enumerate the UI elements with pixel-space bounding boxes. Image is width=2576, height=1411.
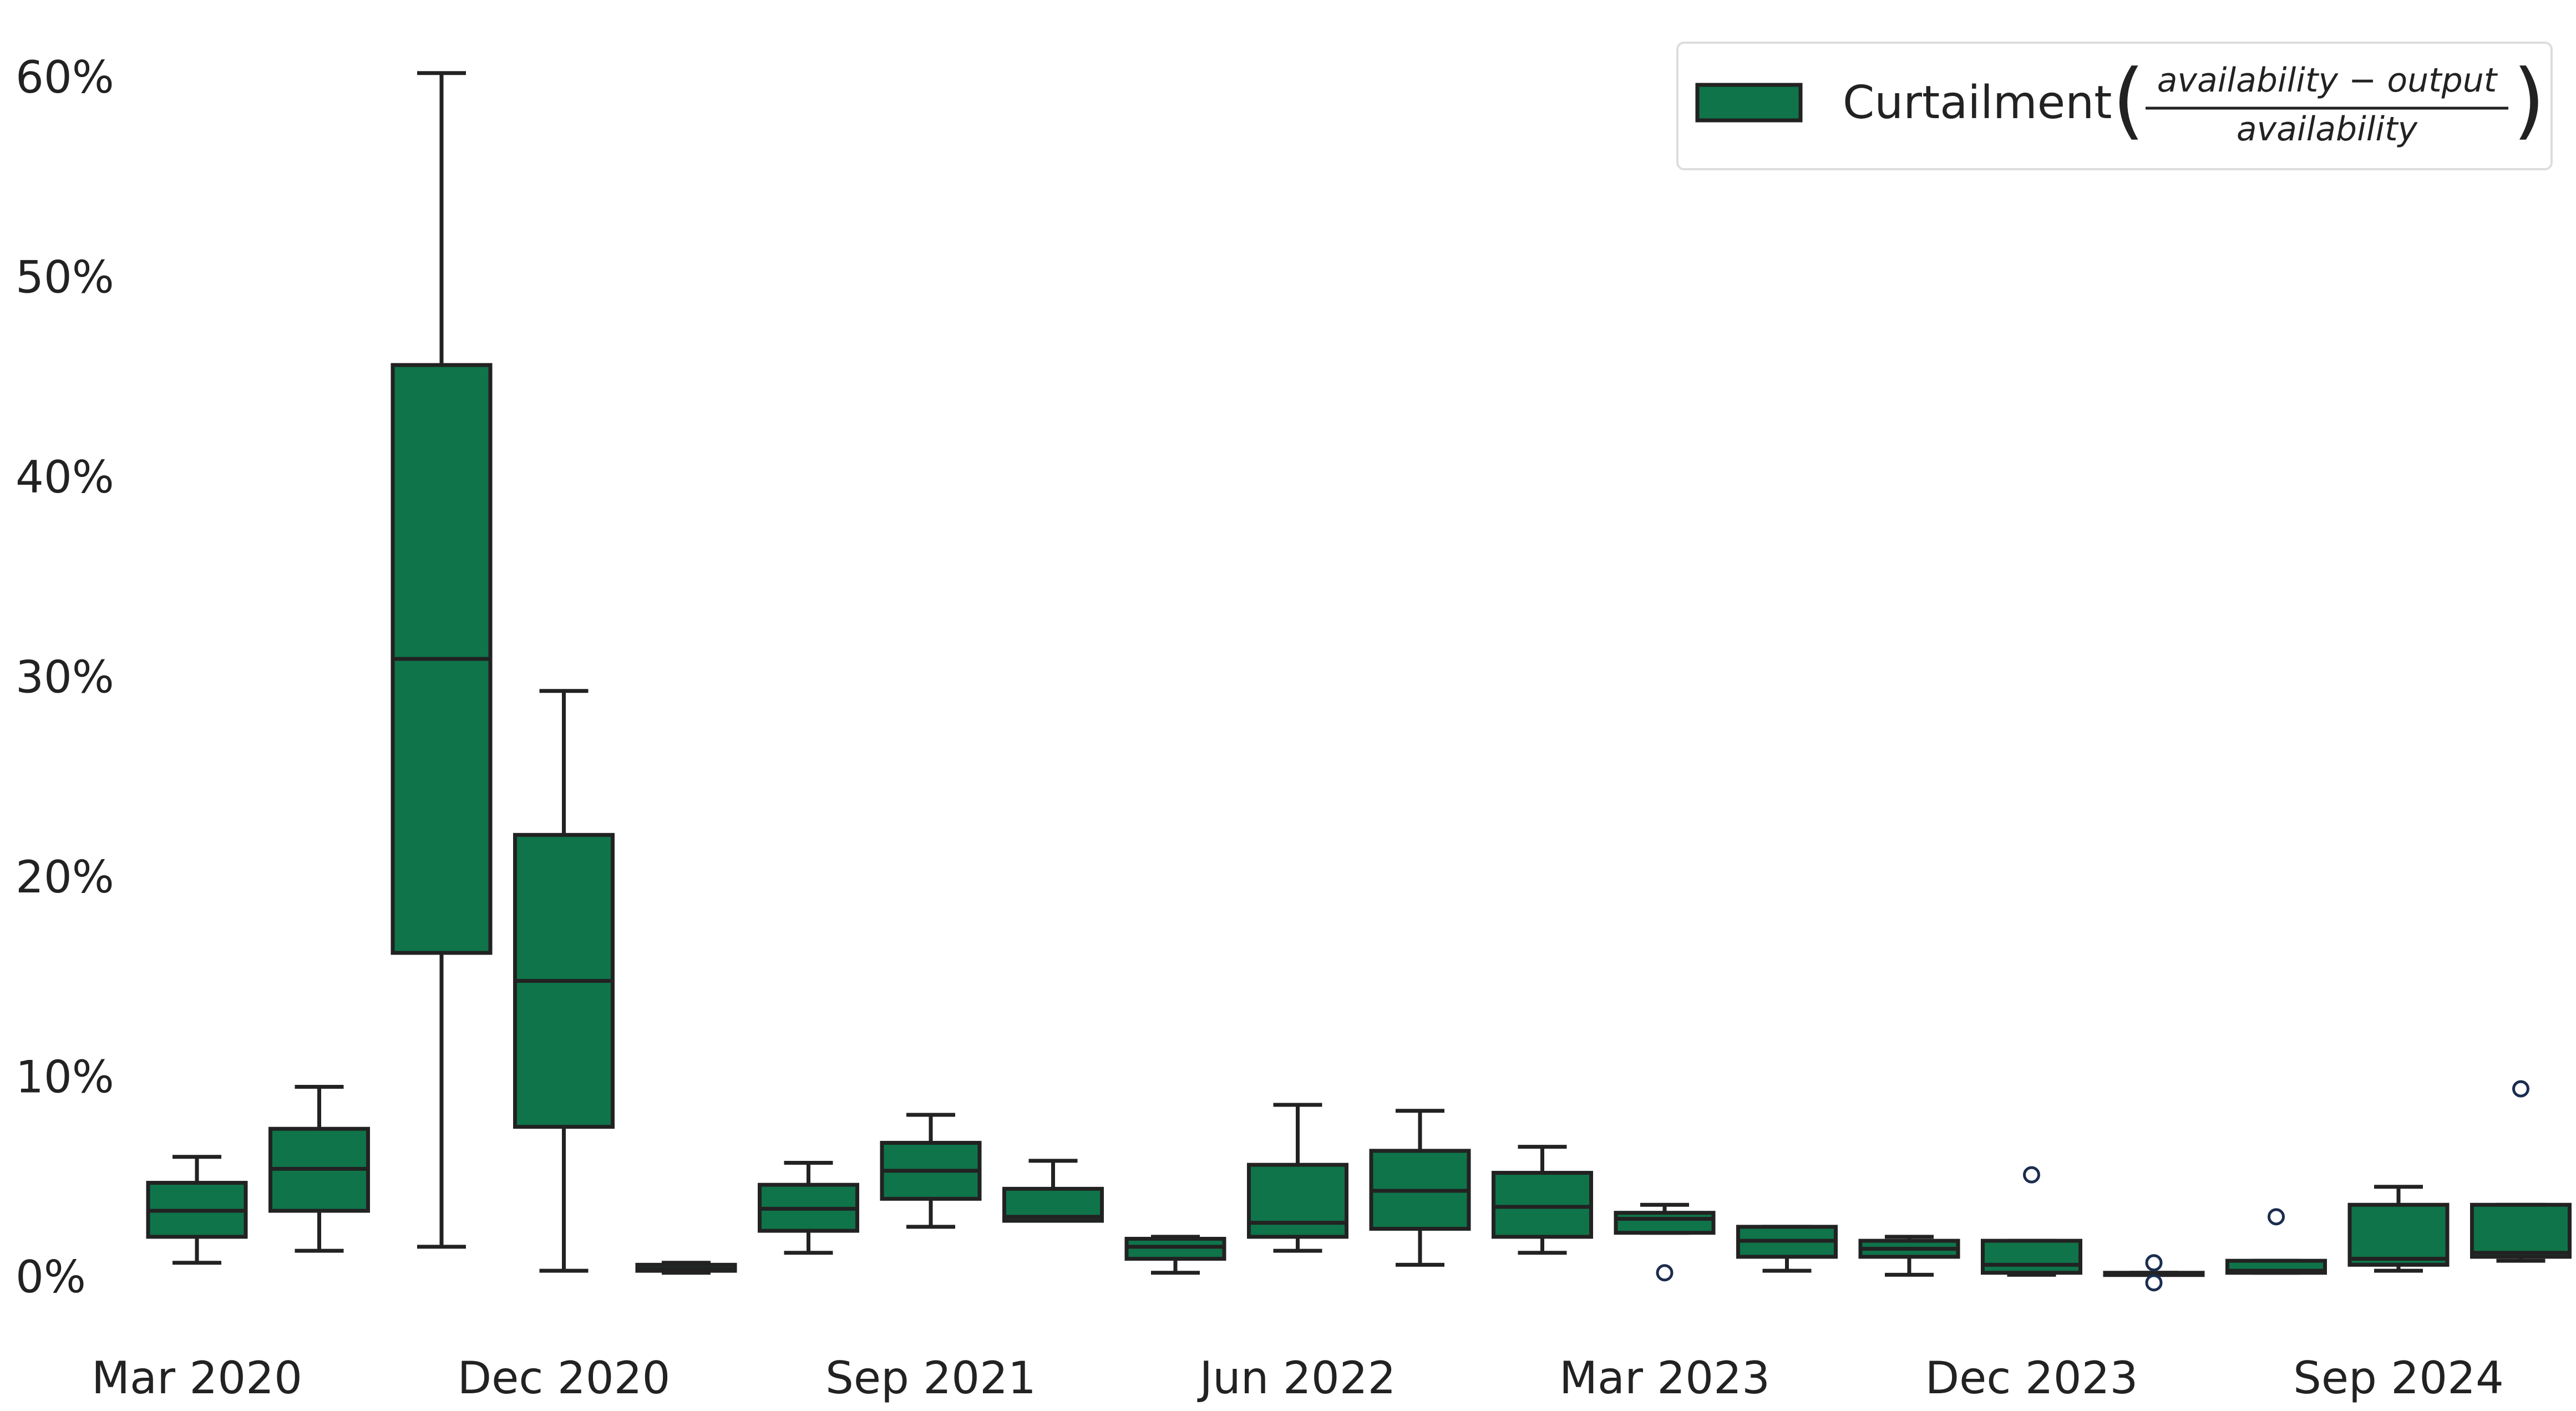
box-6 bbox=[880, 1113, 982, 1229]
legend-right-paren: ) bbox=[2513, 52, 2545, 149]
box-body bbox=[1124, 1237, 1226, 1261]
y-tick-label: 40% bbox=[16, 451, 114, 503]
outlier-point bbox=[2145, 1274, 2163, 1292]
box-0 bbox=[146, 1155, 248, 1265]
legend-swatch bbox=[1695, 83, 1803, 123]
box-16 bbox=[2103, 1254, 2205, 1292]
box-17 bbox=[2225, 1208, 2327, 1275]
box-19 bbox=[2470, 1080, 2572, 1263]
box-11 bbox=[1492, 1145, 1593, 1255]
y-tick-label: 10% bbox=[16, 1052, 114, 1103]
box-12 bbox=[1614, 1202, 1716, 1282]
box-body bbox=[2347, 1202, 2450, 1267]
box-body bbox=[1981, 1239, 2082, 1275]
legend-label: Curtailment bbox=[1843, 77, 2112, 129]
box-series bbox=[146, 71, 2572, 1292]
x-tick-label: Sep 2021 bbox=[825, 1352, 1036, 1404]
y-tick-label: 30% bbox=[16, 652, 114, 703]
outlier-point bbox=[2023, 1166, 2040, 1184]
box-8 bbox=[1124, 1235, 1226, 1275]
box-body bbox=[1247, 1163, 1348, 1239]
box-13 bbox=[1736, 1225, 1838, 1273]
x-tick-label: Dec 2023 bbox=[1925, 1352, 2138, 1404]
box-5 bbox=[758, 1161, 859, 1255]
x-tick-label: Jun 2022 bbox=[1196, 1352, 1396, 1404]
x-tick-label: Mar 2020 bbox=[92, 1352, 302, 1404]
x-tick-label: Mar 2023 bbox=[1559, 1352, 1770, 1404]
box-14 bbox=[1858, 1235, 1960, 1277]
box-15 bbox=[1981, 1166, 2082, 1277]
outlier-point bbox=[1656, 1264, 1674, 1282]
y-tick-label: 50% bbox=[16, 252, 114, 303]
box-body bbox=[1614, 1211, 1716, 1235]
x-axis: Mar 2020 Dec 2020 Sep 2021 Jun 2022 Mar 2023… bbox=[92, 1352, 2504, 1404]
outlier-point bbox=[2268, 1208, 2285, 1226]
box-3 bbox=[513, 689, 615, 1273]
legend-numerator: availability − output bbox=[2157, 61, 2498, 100]
y-tick-label: 60% bbox=[16, 52, 114, 103]
legend-frame bbox=[1676, 42, 2553, 170]
legend-denominator: availability bbox=[2237, 110, 2418, 149]
box-4 bbox=[635, 1261, 737, 1275]
box-10 bbox=[1369, 1109, 1471, 1267]
box-body bbox=[2470, 1202, 2572, 1259]
box-7 bbox=[1002, 1159, 1104, 1223]
box-9 bbox=[1247, 1103, 1348, 1253]
box-18 bbox=[2347, 1185, 2450, 1273]
y-tick-label: 20% bbox=[16, 851, 114, 903]
y-tick-label: 0% bbox=[16, 1251, 86, 1303]
outlier-point bbox=[2512, 1080, 2529, 1098]
x-tick-label: Dec 2020 bbox=[458, 1352, 671, 1404]
box-2 bbox=[391, 71, 493, 1249]
legend-left-paren: ( bbox=[2112, 52, 2145, 149]
box-body bbox=[1492, 1171, 1593, 1239]
outlier-point bbox=[2145, 1254, 2163, 1272]
legend: Curtailment ( availability − output avai… bbox=[1676, 42, 2553, 170]
x-tick-label: Sep 2024 bbox=[2293, 1352, 2504, 1404]
y-axis: 0% 10% 20% 30% 40% 50% 60% bbox=[16, 52, 114, 1303]
box-1 bbox=[268, 1085, 370, 1253]
